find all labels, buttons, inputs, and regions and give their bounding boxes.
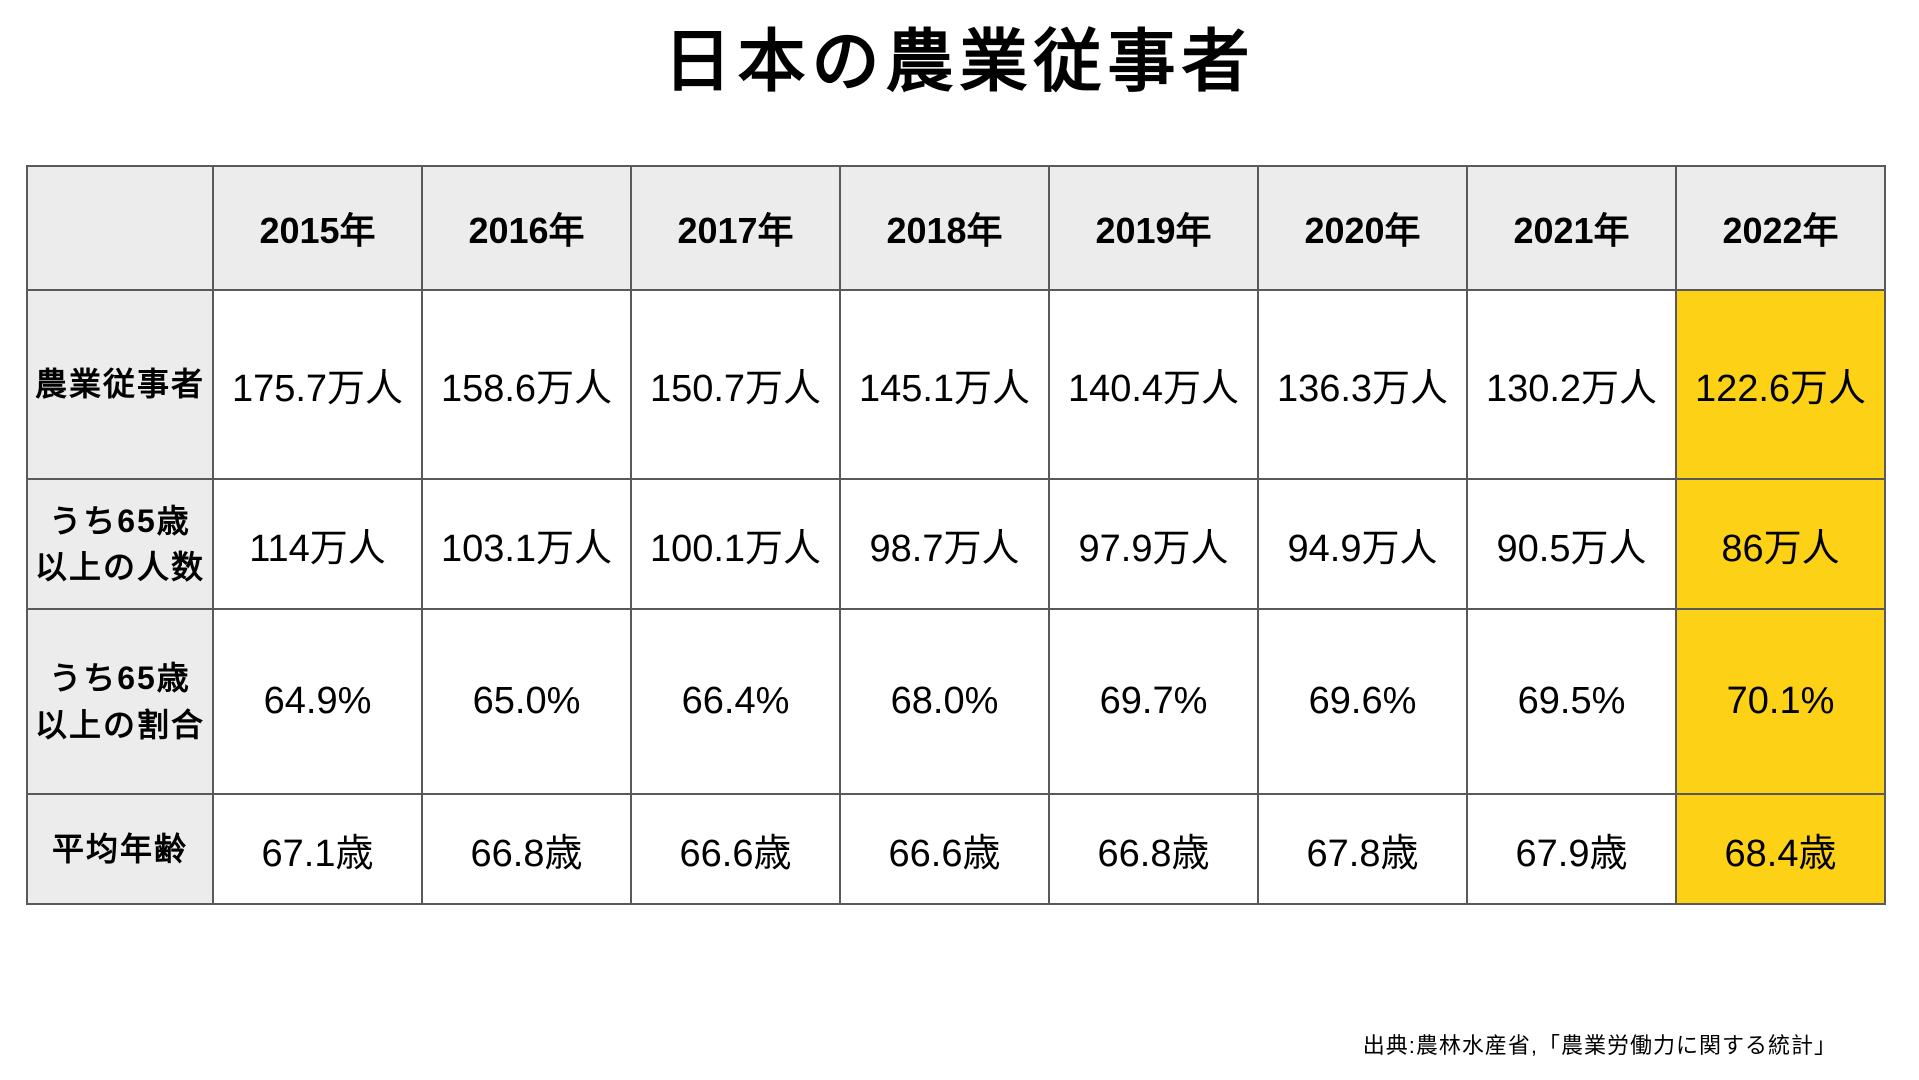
year-header-2015: 2015年 <box>212 165 423 291</box>
year-header-2017: 2017年 <box>630 165 841 291</box>
cell: 94.9万人 <box>1257 478 1468 610</box>
year-header-2021: 2021年 <box>1466 165 1677 291</box>
cell: 67.9歳 <box>1466 793 1677 905</box>
cell: 67.8歳 <box>1257 793 1468 905</box>
table-row: 平均年齢 67.1歳 66.8歳 66.6歳 66.6歳 66.8歳 67.8歳 67.9歳 6… <box>26 793 1886 905</box>
cell: 130.2万人 <box>1466 289 1677 480</box>
source-note: 出典:農林水産省,「農業労働力に関する統計」 <box>1362 1033 1837 1058</box>
cell: 150.7万人 <box>630 289 841 480</box>
year-header-2018: 2018年 <box>839 165 1050 291</box>
cell-highlighted: 122.6万人 <box>1675 289 1886 480</box>
table-row: うち65歳 以上の人数 114万人 103.1万人 100.1万人 98.7万人 97.9… <box>26 478 1886 610</box>
year-header-2019: 2019年 <box>1048 165 1259 291</box>
cell: 66.8歳 <box>421 793 632 905</box>
cell: 145.1万人 <box>839 289 1050 480</box>
year-header-2020: 2020年 <box>1257 165 1468 291</box>
table-header-row: 2015年 2016年 2017年 2018年 2019年 2020年 2021年 2022年 <box>26 165 1886 291</box>
cell: 158.6万人 <box>421 289 632 480</box>
cell: 175.7万人 <box>212 289 423 480</box>
cell: 69.5% <box>1466 608 1677 795</box>
cell: 67.1歳 <box>212 793 423 905</box>
table-row: 農業従事者 175.7万人 158.6万人 150.7万人 145.1万人 140.4万人… <box>26 289 1886 480</box>
row-label: うち65歳 以上の割合 <box>26 608 214 795</box>
cell: 66.6歳 <box>839 793 1050 905</box>
cell: 66.6歳 <box>630 793 841 905</box>
cell: 64.9% <box>212 608 423 795</box>
cell-highlighted: 68.4歳 <box>1675 793 1886 905</box>
cell: 65.0% <box>421 608 632 795</box>
row-label: 農業従事者 <box>26 289 214 480</box>
cell: 114万人 <box>212 478 423 610</box>
cell: 66.4% <box>630 608 841 795</box>
cell-highlighted: 86万人 <box>1675 478 1886 610</box>
row-label: 平均年齢 <box>26 793 214 905</box>
cell: 103.1万人 <box>421 478 632 610</box>
cell: 136.3万人 <box>1257 289 1468 480</box>
cell: 98.7万人 <box>839 478 1050 610</box>
cell-highlighted: 70.1% <box>1675 608 1886 795</box>
year-header-2022: 2022年 <box>1675 165 1886 291</box>
page-title: 日本の農業従事者 <box>663 24 1256 100</box>
cell: 66.8歳 <box>1048 793 1259 905</box>
corner-cell <box>26 165 214 291</box>
cell: 140.4万人 <box>1048 289 1259 480</box>
agriculture-workers-table: 2015年 2016年 2017年 2018年 2019年 2020年 2021年 2022年… <box>26 165 1886 905</box>
cell: 100.1万人 <box>630 478 841 610</box>
cell: 90.5万人 <box>1466 478 1677 610</box>
table-row: うち65歳 以上の割合 64.9% 65.0% 66.4% 68.0% 69.7% 69.6… <box>26 608 1886 795</box>
cell: 97.9万人 <box>1048 478 1259 610</box>
row-label: うち65歳 以上の人数 <box>26 478 214 610</box>
year-header-2016: 2016年 <box>421 165 632 291</box>
cell: 69.7% <box>1048 608 1259 795</box>
cell: 69.6% <box>1257 608 1468 795</box>
cell: 68.0% <box>839 608 1050 795</box>
